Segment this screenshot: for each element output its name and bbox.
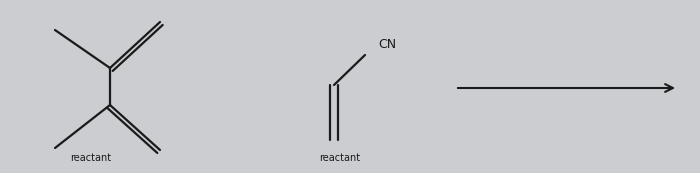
Text: CN: CN <box>378 39 396 52</box>
Text: reactant: reactant <box>71 153 111 163</box>
Text: reactant: reactant <box>319 153 360 163</box>
